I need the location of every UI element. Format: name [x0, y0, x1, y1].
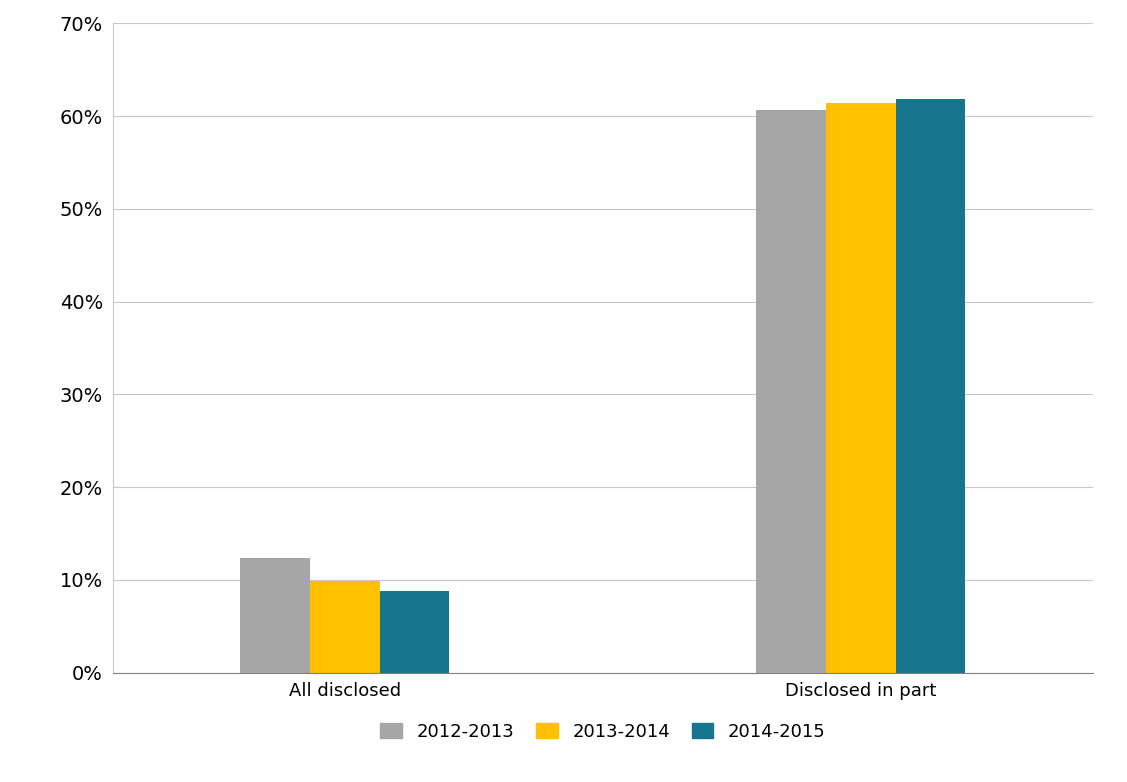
- Legend: 2012-2013, 2013-2014, 2014-2015: 2012-2013, 2013-2014, 2014-2015: [373, 716, 833, 748]
- Bar: [826, 103, 896, 673]
- Bar: [310, 581, 380, 673]
- Bar: [240, 558, 310, 673]
- Bar: [756, 109, 826, 673]
- Bar: [380, 591, 450, 673]
- Bar: [896, 99, 966, 673]
